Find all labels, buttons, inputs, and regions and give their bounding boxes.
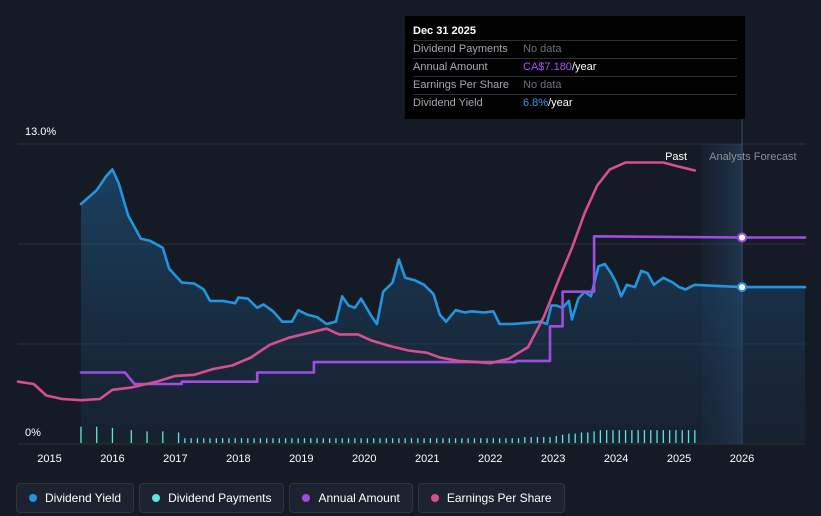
tooltip-value: 6.8%/year	[523, 97, 573, 109]
x-tick-label: 2020	[352, 453, 376, 465]
tooltip-row: Dividend Yield 6.8%/year	[413, 95, 737, 112]
tooltip-label: Earnings Per Share	[413, 79, 509, 91]
annual-amount-line	[79, 235, 807, 386]
tooltip-date: Dec 31 2025	[413, 24, 737, 41]
tooltip-row: Dividend Payments No data	[413, 41, 737, 59]
dividend-yield-area	[81, 169, 805, 444]
y-tick-label: 13.0%	[25, 126, 56, 138]
x-tick-label: 2017	[163, 453, 187, 465]
x-tick-label: 2026	[730, 453, 754, 465]
dividend-yield-line	[79, 168, 807, 326]
x-tick-label: 2016	[100, 453, 124, 465]
legend-label: Dividend Yield	[45, 491, 122, 505]
earnings-per-share-line	[16, 161, 697, 402]
x-tick-label: 2024	[604, 453, 628, 465]
x-tick-label: 2022	[478, 453, 502, 465]
legend-dot-icon	[430, 494, 439, 502]
legend-label: Earnings Per Share	[446, 491, 552, 505]
y-tick-label: 0%	[25, 427, 41, 439]
legend-item-dividend-yield[interactable]: Dividend Yield	[16, 483, 135, 513]
tooltip-panel: Dec 31 2025 Dividend Payments No data Annu…	[405, 16, 745, 119]
tooltip-row: Annual Amount CA$7.180/year	[413, 59, 737, 77]
dividend-yield-marker	[737, 282, 748, 293]
tooltip-label: Annual Amount	[413, 61, 488, 73]
legend-item-annual-amount[interactable]: Annual Amount	[289, 483, 413, 513]
annual-amount-marker	[737, 232, 748, 243]
x-tick-label: 2025	[667, 453, 691, 465]
legend-dot-icon	[29, 494, 37, 502]
tooltip-value: CA$7.180/year	[523, 61, 597, 73]
tooltip-label: Dividend Payments	[413, 43, 508, 55]
past-label: Past	[665, 151, 687, 163]
series-group	[16, 161, 807, 444]
dividend-chart: Past Analysts Forecast 2015 2016 2017 2018 20…	[16, 119, 807, 465]
x-tick-label: 2021	[415, 453, 439, 465]
axis-group: 2015 2016 2017 2018 2019 2020 2021 2022 2023 2024…	[25, 126, 754, 465]
legend-item-dividend-payments[interactable]: Dividend Payments	[139, 483, 285, 513]
tooltip-label: Dividend Yield	[413, 97, 483, 109]
tooltip-value: No data	[523, 79, 562, 91]
legend-label: Dividend Payments	[168, 491, 272, 505]
forecast-label: Analysts Forecast	[709, 151, 796, 163]
legend: Dividend Yield Dividend Payments Annual Am…	[16, 483, 565, 515]
legend-dot-icon	[302, 494, 311, 502]
x-tick-label: 2023	[541, 453, 565, 465]
legend-item-earnings-per-share[interactable]: Earnings Per Share	[417, 483, 565, 513]
tooltip-row: Earnings Per Share No data	[413, 77, 737, 95]
x-tick-label: 2019	[289, 453, 313, 465]
tooltip-value: No data	[523, 43, 562, 55]
x-tick-label: 2018	[226, 453, 250, 465]
legend-dot-icon	[152, 494, 161, 502]
legend-label: Annual Amount	[318, 491, 400, 505]
x-tick-label: 2015	[37, 453, 61, 465]
